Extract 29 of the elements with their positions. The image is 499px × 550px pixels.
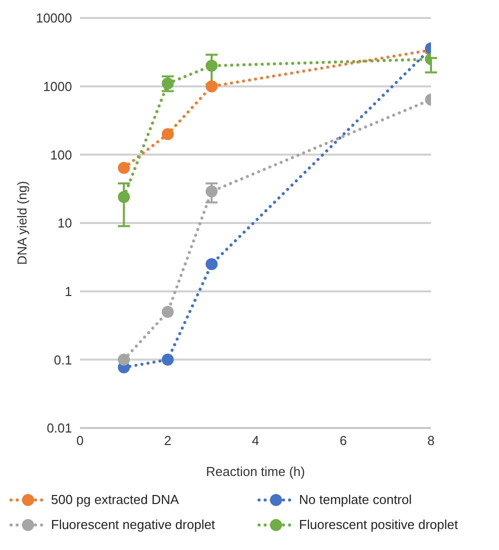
y-tick-label: 0.01 (46, 420, 72, 436)
x-axis-title: Reaction time (h) (206, 464, 305, 479)
point (162, 354, 174, 366)
point (118, 354, 130, 366)
y-tick-label: 10 (58, 216, 72, 231)
point (118, 162, 130, 174)
point (206, 80, 218, 92)
point (162, 306, 174, 318)
x-tick-label: 6 (340, 433, 347, 448)
y-tick-label: 1000 (43, 78, 72, 94)
y-tick-label: 100 (50, 147, 72, 162)
x-tick-label: 2 (164, 433, 172, 448)
point (206, 258, 218, 270)
point (118, 191, 130, 204)
y-tick-label: 10000 (36, 10, 72, 26)
point (206, 185, 218, 198)
y-tick-label: 1 (64, 284, 72, 299)
x-tick-label: 0 (76, 433, 84, 448)
y-tick-label: 0.1 (54, 352, 72, 368)
y-axis-title: DNA yield (ng) (14, 181, 30, 265)
x-tick-label: 4 (252, 433, 260, 448)
point (162, 78, 174, 90)
x-tick-label: 8 (427, 433, 435, 448)
legend-label: No template control (299, 492, 412, 507)
legend-label: 500 pg extracted DNA (51, 492, 179, 507)
legend-label: Fluorescent positive droplet (299, 517, 458, 532)
legend-label: Fluorescent negative droplet (51, 517, 216, 532)
point (162, 128, 174, 140)
point (206, 60, 218, 72)
